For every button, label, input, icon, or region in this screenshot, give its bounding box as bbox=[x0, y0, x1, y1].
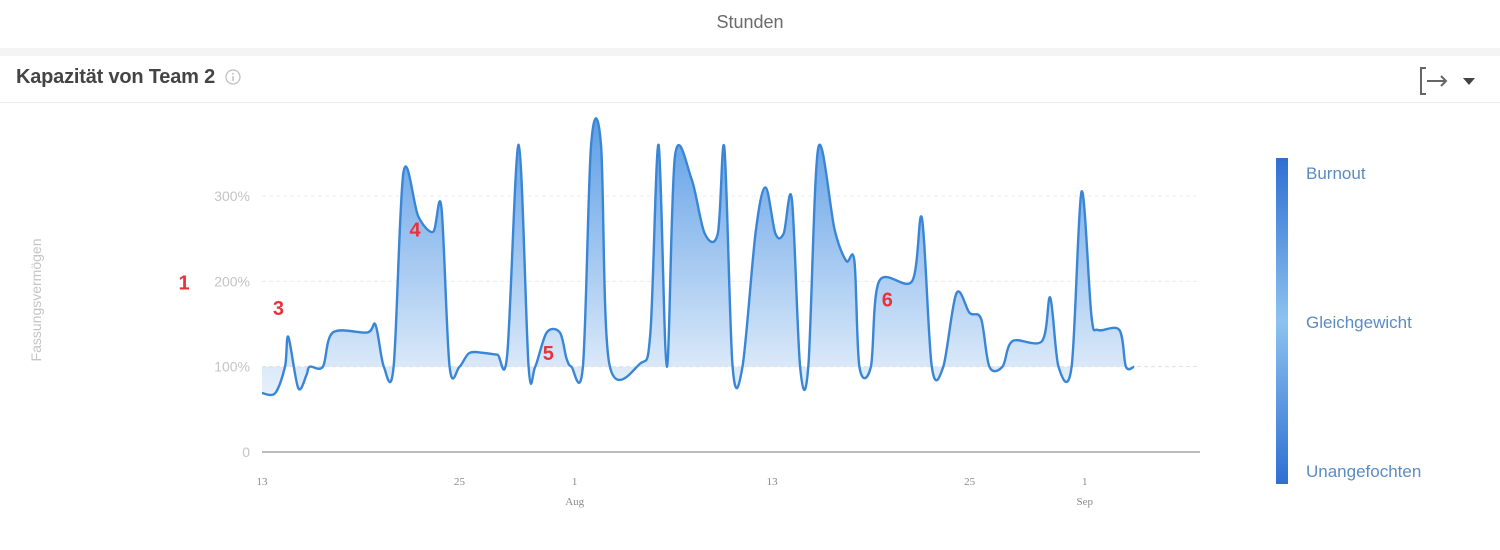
export-icon[interactable] bbox=[1416, 65, 1452, 97]
x-tick-label: 25 bbox=[454, 476, 466, 488]
x-tick-label: 1 bbox=[572, 476, 578, 488]
x-tick-label: 13 bbox=[257, 476, 269, 488]
x-tick-label: 1 bbox=[1082, 476, 1088, 488]
legend-label-top: Burnout bbox=[1306, 164, 1366, 183]
tab-stunden[interactable]: Stunden bbox=[0, 0, 1500, 48]
y-tick-labels: 0 100% 200% 300% bbox=[214, 188, 250, 460]
y-tick-label: 100% bbox=[214, 359, 250, 375]
x-tick-label: 25 bbox=[964, 476, 976, 488]
panel-title: Kapazität von Team 2 bbox=[16, 66, 216, 88]
legend-label-middle: Gleichgewicht bbox=[1306, 313, 1412, 332]
y-tick-label: 300% bbox=[214, 188, 250, 204]
y-axis-label: Fassungsvermögen bbox=[28, 239, 44, 362]
capacity-line bbox=[261, 117, 1135, 397]
y-tick-label: 200% bbox=[214, 273, 250, 289]
x-month-label: Sep bbox=[1077, 496, 1094, 508]
panel-header: Kapazität von Team 2 bbox=[0, 56, 1500, 103]
annotation-marker: 6 bbox=[882, 289, 893, 311]
x-tick-labels: 13 25 1 Aug 13 25 1 Sep bbox=[257, 476, 1094, 508]
legend-color-bar bbox=[1276, 158, 1288, 484]
capacity-area bbox=[262, 118, 1135, 396]
y-tick-label: 0 bbox=[242, 444, 250, 460]
annotation-marker: 5 bbox=[543, 343, 554, 365]
legend-label-bottom: Unangefochten bbox=[1306, 462, 1421, 481]
annotation-marker: 1 bbox=[178, 272, 189, 294]
annotation-marker: 3 bbox=[273, 298, 284, 320]
annotations: 1 3 4 5 6 bbox=[178, 219, 892, 365]
annotation-marker: 4 bbox=[409, 219, 421, 241]
x-tick-label: 13 bbox=[767, 476, 779, 488]
info-circle-icon[interactable] bbox=[225, 69, 241, 85]
x-month-label: Aug bbox=[565, 496, 584, 508]
caret-down-icon[interactable] bbox=[1460, 72, 1478, 90]
